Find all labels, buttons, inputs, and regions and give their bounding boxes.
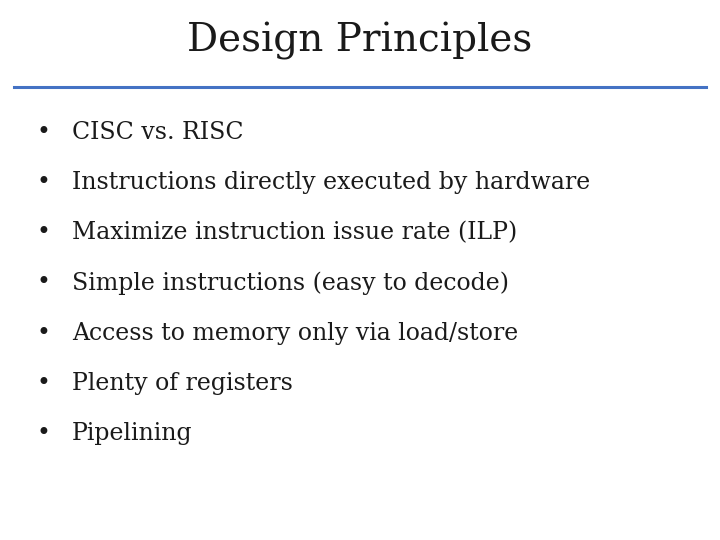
Text: •: •	[36, 171, 50, 194]
Text: Access to memory only via load/store: Access to memory only via load/store	[72, 322, 518, 345]
Text: CISC vs. RISC: CISC vs. RISC	[72, 121, 243, 144]
Text: Design Principles: Design Principles	[187, 22, 533, 59]
Text: Simple instructions (easy to decode): Simple instructions (easy to decode)	[72, 271, 509, 295]
Text: Instructions directly executed by hardware: Instructions directly executed by hardwa…	[72, 171, 590, 194]
Text: •: •	[36, 272, 50, 294]
Text: •: •	[36, 422, 50, 445]
Text: •: •	[36, 322, 50, 345]
Text: Maximize instruction issue rate (ILP): Maximize instruction issue rate (ILP)	[72, 221, 517, 244]
Text: Plenty of registers: Plenty of registers	[72, 372, 293, 395]
Text: Pipelining: Pipelining	[72, 422, 193, 445]
Text: •: •	[36, 372, 50, 395]
Text: •: •	[36, 121, 50, 144]
Text: •: •	[36, 221, 50, 244]
